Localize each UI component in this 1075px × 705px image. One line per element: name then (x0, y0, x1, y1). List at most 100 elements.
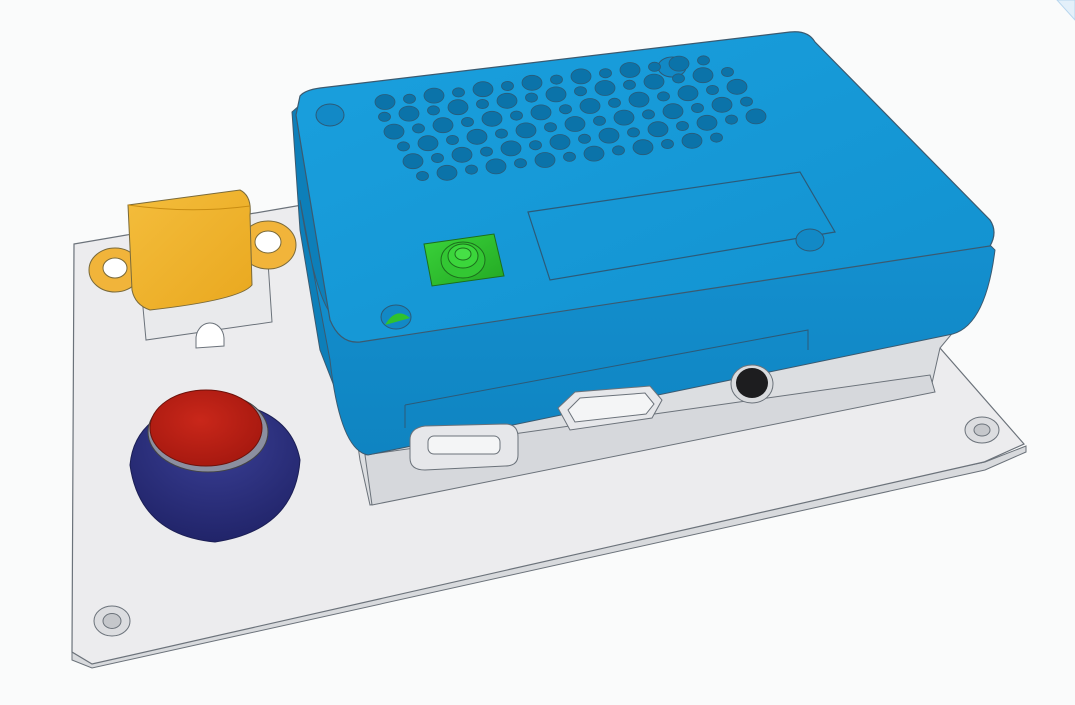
vent-hole (431, 152, 444, 163)
vent-hole (398, 105, 420, 122)
vent-hole (643, 73, 665, 90)
vent-hole (598, 127, 620, 144)
vent-hole (642, 109, 655, 120)
vent-hole (594, 80, 616, 96)
audio-jack-icon (730, 364, 774, 404)
vent-hole (725, 114, 738, 125)
vent-hole (481, 110, 503, 127)
vent-hole (432, 117, 454, 134)
vent-hole (692, 67, 714, 84)
vent-hole (465, 164, 478, 175)
vent-hole (403, 93, 416, 104)
vent-hole (436, 164, 458, 181)
vent-hole (397, 141, 410, 152)
vent-hole (510, 110, 523, 121)
vent-hole (480, 146, 493, 157)
vent-hole (495, 128, 508, 139)
vent-hole (496, 92, 518, 109)
vent-hole (521, 74, 543, 91)
yellow-connector[interactable] (88, 189, 297, 349)
vent-hole (726, 78, 748, 95)
vent-hole (745, 108, 767, 125)
vent-hole (579, 98, 601, 114)
vent-hole (740, 96, 753, 107)
vent-hole (402, 153, 424, 170)
view-cube-icon[interactable] (1035, 0, 1075, 40)
vent-hole (374, 94, 396, 110)
vent-hole (691, 103, 704, 114)
vent-hole (710, 132, 723, 143)
vent-hole (427, 105, 440, 116)
vent-hole (550, 74, 563, 85)
vent-hole (608, 97, 621, 108)
vent-hole (423, 87, 445, 104)
vent-hole (530, 104, 552, 121)
vent-hole (545, 86, 567, 103)
vent-hole (570, 68, 592, 85)
vent-hole (672, 73, 685, 84)
micro-usb-port-icon (409, 423, 519, 471)
vent-hole (378, 111, 391, 122)
vent-hole (452, 87, 465, 98)
enclosure-front-face (299, 199, 996, 456)
label-recess (527, 171, 836, 281)
vent-hole (711, 96, 733, 113)
button-red-cap[interactable] (149, 389, 263, 467)
vent-hole (447, 99, 469, 116)
vent-hole (525, 92, 538, 103)
ventilation-holes (374, 55, 767, 181)
vent-hole (544, 122, 557, 133)
vent-hole (549, 134, 571, 150)
vent-hole (661, 138, 674, 149)
arcade-button[interactable] (129, 389, 301, 543)
vent-hole (677, 85, 699, 102)
vent-hole (696, 114, 718, 131)
vent-hole (662, 103, 684, 120)
vent-hole (451, 146, 473, 163)
vent-hole (676, 121, 689, 132)
vent-hole (668, 55, 690, 72)
vent-hole (623, 79, 636, 90)
vent-hole (613, 109, 635, 126)
vent-hole (514, 158, 527, 169)
vent-hole (501, 81, 514, 92)
vent-hole (574, 86, 587, 97)
connector-body (127, 189, 253, 311)
vent-hole (383, 123, 405, 140)
vent-hole (632, 139, 654, 156)
vent-hole (612, 145, 625, 156)
vent-hole (485, 158, 507, 175)
vent-hole (681, 132, 703, 149)
vent-hole (515, 122, 537, 139)
mini-hdmi-port-icon (557, 385, 663, 431)
vent-hole (446, 134, 459, 145)
vent-hole (416, 170, 429, 181)
mount-hole-front-left-icon (93, 605, 131, 637)
vent-hole (412, 123, 425, 134)
vent-hole (559, 104, 572, 115)
vent-hole (472, 81, 494, 98)
vent-hole (476, 99, 489, 110)
vent-hole (599, 68, 612, 79)
vent-hole (706, 85, 719, 96)
green-tactile-button[interactable] (423, 233, 505, 287)
vent-hole (697, 55, 710, 66)
vent-hole (593, 115, 606, 126)
vent-hole (529, 140, 542, 151)
vent-hole (721, 67, 734, 78)
vent-hole (417, 135, 439, 152)
mount-hole-right-icon (964, 416, 1000, 444)
vent-hole (563, 151, 576, 162)
vent-hole (619, 62, 641, 78)
vent-hole (466, 128, 488, 145)
vent-hole (648, 61, 661, 72)
vent-hole (657, 91, 670, 102)
vent-hole (647, 121, 669, 138)
vent-hole (627, 127, 640, 138)
vent-hole (583, 145, 605, 162)
vent-hole (461, 117, 474, 128)
vent-hole (628, 91, 650, 108)
vent-hole (578, 133, 591, 144)
